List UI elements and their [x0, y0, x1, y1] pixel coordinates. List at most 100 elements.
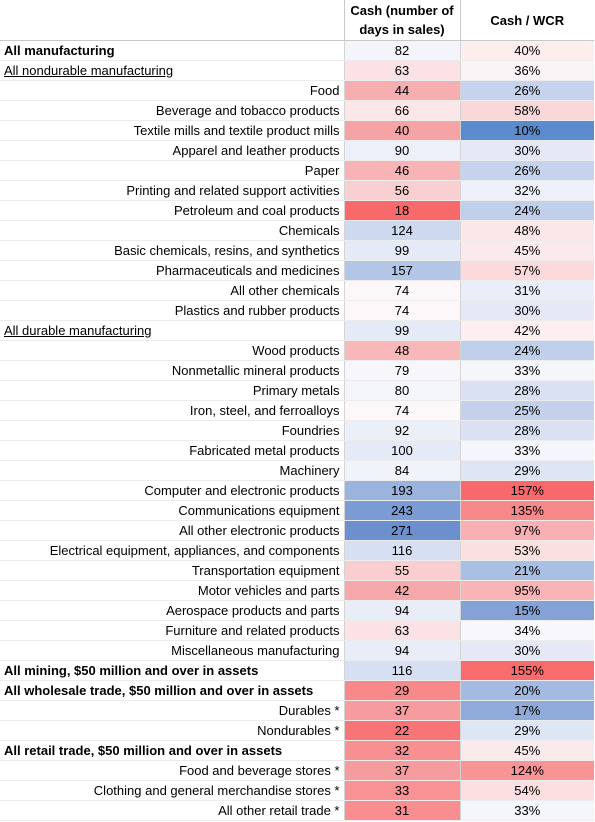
cash-wcr-cell: 157% [459, 480, 594, 501]
cash-wcr-cell: 58% [459, 100, 594, 121]
table-row: Chemicals 124 48% [0, 220, 594, 241]
row-label: All wholesale trade, $50 million and ove… [0, 680, 344, 701]
cash-wcr-cell: 15% [459, 600, 594, 621]
row-label: Chemicals [0, 220, 344, 241]
table-row: Food 44 26% [0, 80, 594, 101]
table-row: Petroleum and coal products 18 24% [0, 200, 594, 221]
cash-wcr-cell: 45% [459, 240, 594, 261]
cash-wcr-cell: 36% [459, 60, 594, 81]
cash-days-cell: 33 [343, 780, 460, 801]
cash-wcr-cell: 33% [459, 440, 594, 461]
row-label: Clothing and general merchandise stores … [0, 780, 344, 801]
cash-days-cell: 90 [343, 140, 460, 161]
cash-days-cell: 157 [343, 260, 460, 281]
table-row: Basic chemicals, resins, and synthetics 9… [0, 240, 594, 261]
cash-wcr-cell: 30% [459, 300, 594, 321]
cash-wcr-cell: 32% [459, 180, 594, 201]
cash-days-cell: 63 [343, 60, 460, 81]
cash-days-cell: 84 [343, 460, 460, 481]
row-label: Foundries [0, 420, 344, 441]
table-row: Transportation equipment 55 21% [0, 560, 594, 581]
cash-days-cell: 80 [343, 380, 460, 401]
cash-days-cell: 55 [343, 560, 460, 581]
table-row: Fabricated metal products 100 33% [0, 440, 594, 461]
row-label: Miscellaneous manufacturing [0, 640, 344, 661]
cash-days-cell: 29 [343, 680, 460, 701]
row-label: Transportation equipment [0, 560, 344, 581]
row-label: All nondurable manufacturing [0, 60, 344, 81]
table-row: All retail trade, $50 million and over i… [0, 740, 594, 761]
row-label: Wood products [0, 340, 344, 361]
table-row: Printing and related support activities 5… [0, 180, 594, 201]
row-label: Apparel and leather products [0, 140, 344, 161]
table-row: Foundries 92 28% [0, 420, 594, 441]
cash-days-cell: 18 [343, 200, 460, 221]
table-row: Beverage and tobacco products 66 58% [0, 100, 594, 121]
row-label: Iron, steel, and ferroalloys [0, 400, 344, 421]
cash-wcr-cell: 26% [459, 160, 594, 181]
cash-days-cell: 46 [343, 160, 460, 181]
cash-wcr-cell: 24% [459, 200, 594, 221]
row-label: Nondurables * [0, 720, 344, 741]
table-row: All other chemicals 74 31% [0, 280, 594, 301]
table-row: Food and beverage stores * 37 124% [0, 760, 594, 781]
cash-wcr-cell: 53% [459, 540, 594, 561]
cash-wcr-cell: 45% [459, 740, 594, 761]
cash-wcr-cell: 10% [459, 120, 594, 141]
table-row: Aerospace products and parts 94 15% [0, 600, 594, 621]
row-label: Paper [0, 160, 344, 181]
table-row: Plastics and rubber products 74 30% [0, 300, 594, 321]
cash-wcr-cell: 95% [459, 580, 594, 601]
table-row: Nonmetallic mineral products 79 33% [0, 360, 594, 381]
cash-days-cell: 79 [343, 360, 460, 381]
table-row: All wholesale trade, $50 million and ove… [0, 680, 594, 701]
cash-days-cell: 74 [343, 300, 460, 321]
cash-days-cell: 124 [343, 220, 460, 241]
row-label: Basic chemicals, resins, and synthetics [0, 240, 344, 261]
row-label: Textile mills and textile product mills [0, 120, 344, 141]
table-row: Durables * 37 17% [0, 700, 594, 721]
header-cash-days: Cash (number of days in sales) [343, 0, 460, 41]
table-row: Miscellaneous manufacturing 94 30% [0, 640, 594, 661]
row-label: Computer and electronic products [0, 480, 344, 501]
cash-wcr-cell: 20% [459, 680, 594, 701]
table-row: All manufacturing 82 40% [0, 40, 594, 61]
row-label: Electrical equipment, appliances, and co… [0, 540, 344, 561]
cash-wcr-cell: 26% [459, 80, 594, 101]
cash-wcr-cell: 25% [459, 400, 594, 421]
table-row: All mining, $50 million and over in asse… [0, 660, 594, 681]
cash-wcr-cell: 54% [459, 780, 594, 801]
cash-days-cell: 44 [343, 80, 460, 101]
cash-days-cell: 99 [343, 240, 460, 261]
cash-days-cell: 193 [343, 480, 460, 501]
table-row: Furniture and related products 63 34% [0, 620, 594, 641]
row-label: Food and beverage stores * [0, 760, 344, 781]
cash-days-cell: 92 [343, 420, 460, 441]
cash-wcr-cell: 21% [459, 560, 594, 581]
cash-wcr-cell: 29% [459, 460, 594, 481]
table-row: Communications equipment 243 135% [0, 500, 594, 521]
table-row: Electrical equipment, appliances, and co… [0, 540, 594, 561]
row-label: All other chemicals [0, 280, 344, 301]
cash-wcr-cell: 40% [459, 40, 594, 61]
header-row: Cash (number of days in sales) Cash / WC… [0, 0, 594, 41]
cash-days-cell: 74 [343, 400, 460, 421]
cash-days-cell: 42 [343, 580, 460, 601]
cash-days-cell: 63 [343, 620, 460, 641]
table-row: Nondurables * 22 29% [0, 720, 594, 741]
row-label: Pharmaceuticals and medicines [0, 260, 344, 281]
row-label: Machinery [0, 460, 344, 481]
row-label: Beverage and tobacco products [0, 100, 344, 121]
row-label: Fabricated metal products [0, 440, 344, 461]
cash-wcr-cell: 29% [459, 720, 594, 741]
table-row: Primary metals 80 28% [0, 380, 594, 401]
cash-days-cell: 99 [343, 320, 460, 341]
table-row: Clothing and general merchandise stores … [0, 780, 594, 801]
row-label: Furniture and related products [0, 620, 344, 641]
cash-days-cell: 66 [343, 100, 460, 121]
table-row: All durable manufacturing 99 42% [0, 320, 594, 341]
cash-days-cell: 94 [343, 640, 460, 661]
cash-wcr-cell: 30% [459, 140, 594, 161]
row-label: All retail trade, $50 million and over i… [0, 740, 344, 761]
